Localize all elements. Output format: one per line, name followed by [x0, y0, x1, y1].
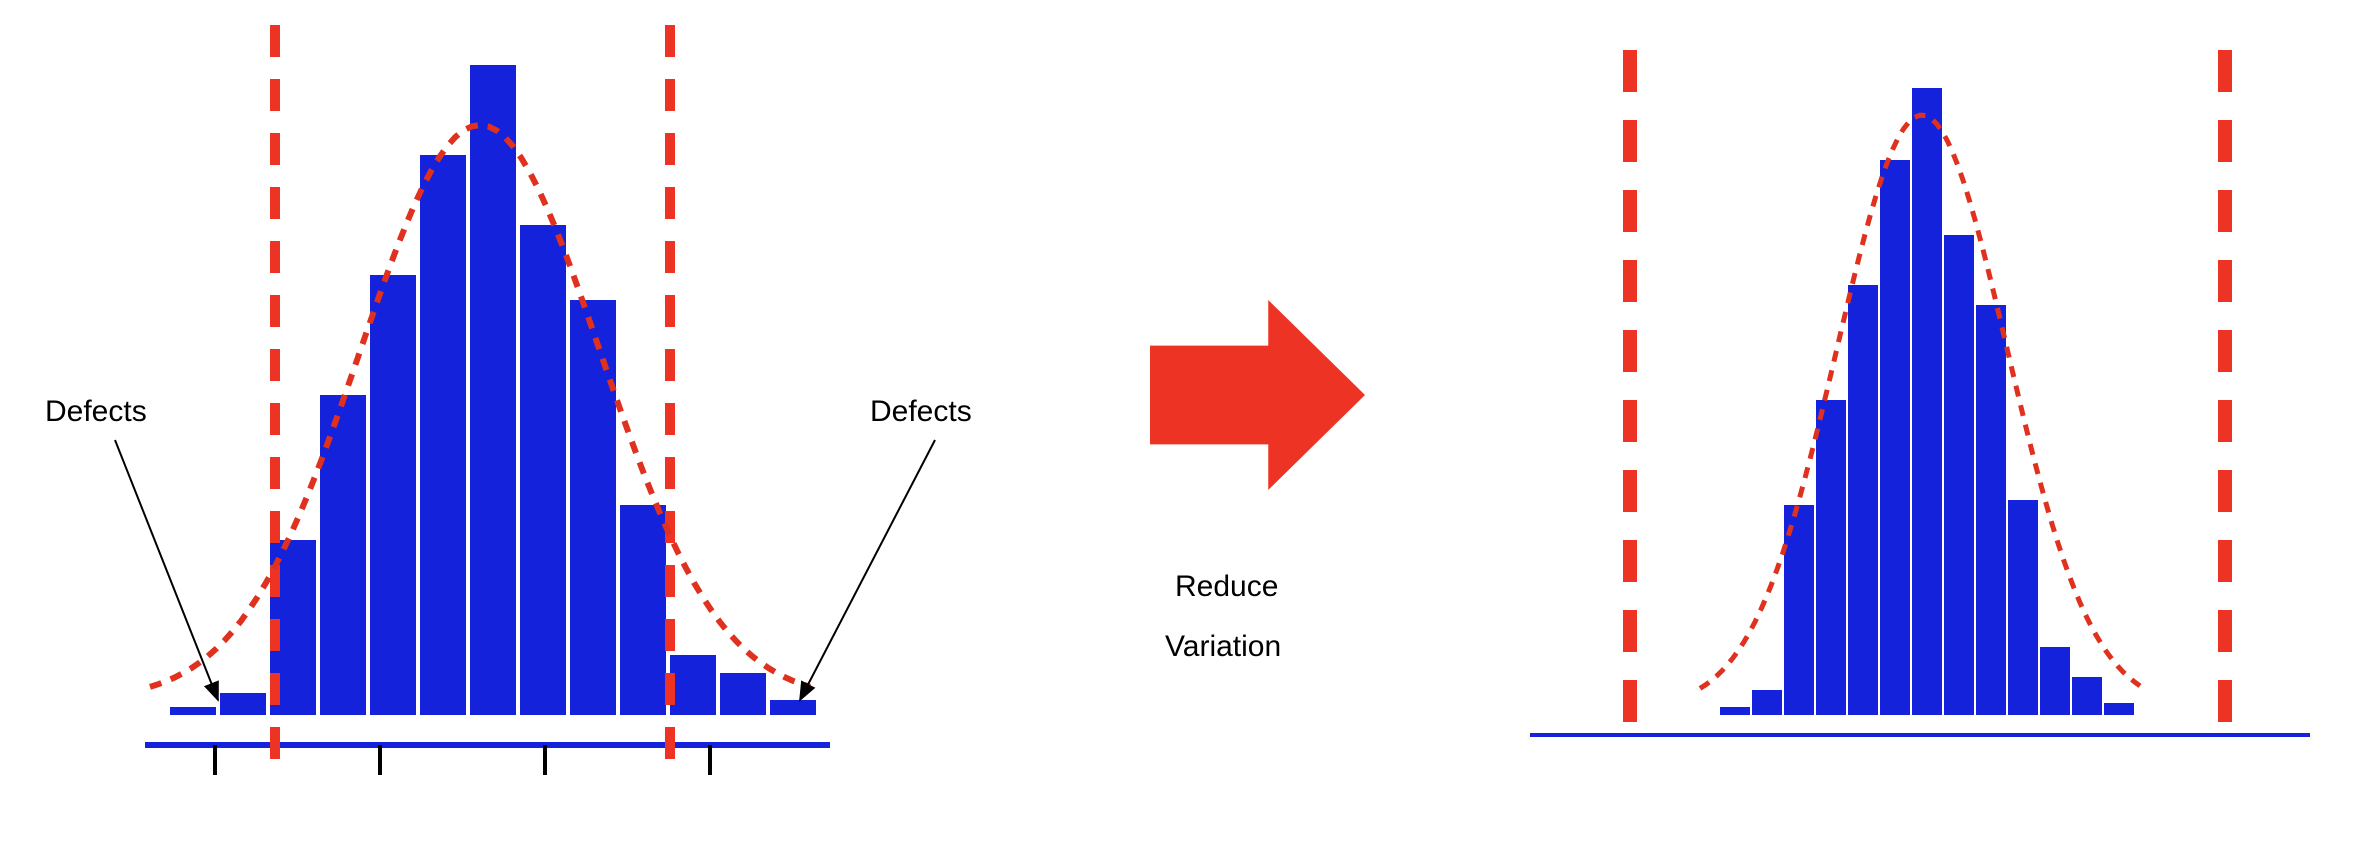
right-chart-bar-11	[2072, 677, 2102, 715]
reduce-variation-arrow-icon	[1150, 300, 1365, 490]
right-chart-bar-3	[1816, 400, 1846, 715]
left-chart-bar-8	[570, 300, 616, 715]
defect-arrow-left	[115, 440, 218, 700]
right-chart-bar-12	[2104, 703, 2134, 715]
right-chart-bar-9	[2008, 500, 2038, 715]
right-chart-bar-1	[1752, 690, 1782, 715]
right-chart-bar-0	[1720, 707, 1750, 715]
left-chart-bar-6	[470, 65, 516, 715]
defects-label-left: Defects	[45, 395, 147, 429]
right-chart-bar-7	[1944, 235, 1974, 715]
right-chart-bar-2	[1784, 505, 1814, 715]
right-chart-bar-8	[1976, 305, 2006, 715]
left-chart-bar-10	[670, 655, 716, 715]
left-chart-bar-9	[620, 505, 666, 715]
arrow-label-bottom: Variation	[1165, 630, 1281, 664]
figure-svg	[0, 0, 2368, 862]
right-chart-bar-6	[1912, 88, 1942, 715]
right-chart-bar-10	[2040, 647, 2070, 715]
left-chart-bar-4	[370, 275, 416, 715]
left-chart-bar-12	[770, 700, 816, 715]
defects-label-right: Defects	[870, 395, 972, 429]
arrow-label-top: Reduce	[1175, 570, 1278, 604]
defect-arrow-right	[800, 440, 935, 700]
left-chart-bar-7	[520, 225, 566, 715]
right-chart-bar-4	[1848, 285, 1878, 715]
left-chart-bar-11	[720, 673, 766, 715]
right-chart-bar-5	[1880, 160, 1910, 715]
left-chart-bar-0	[170, 707, 216, 715]
figure-canvas: Defects Defects Reduce Variation	[0, 0, 2368, 862]
left-chart-bar-5	[420, 155, 466, 715]
left-chart-bar-1	[220, 693, 266, 715]
